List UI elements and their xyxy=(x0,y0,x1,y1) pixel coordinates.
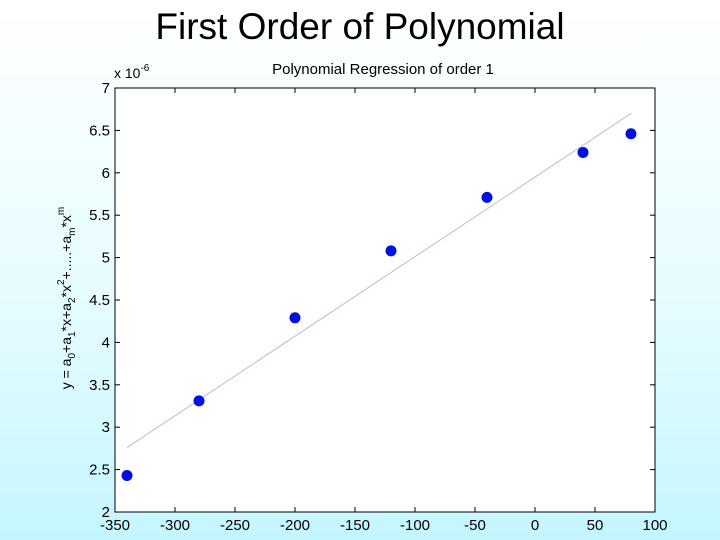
fit-line-layer xyxy=(126,113,632,448)
data-point xyxy=(577,146,589,158)
plot-area xyxy=(115,88,655,512)
data-point xyxy=(289,312,301,324)
fit-line xyxy=(126,113,632,448)
y-axis-label: y = a0+a1*x+a2*x2+.....+am*xm xyxy=(56,207,78,390)
y-tick-label: 5 xyxy=(102,250,110,267)
tick-labels: -350 -300 -250 -200 -150 -100 -50 0 50 100 2 2.5 3 3.… xyxy=(89,80,667,534)
y-tick-label: 2.5 xyxy=(89,462,110,479)
x-tick-label: -200 xyxy=(280,517,310,534)
data-point xyxy=(385,245,397,257)
y-tick-label: 3.5 xyxy=(89,377,110,394)
slide-title: First Order of Polynomial xyxy=(155,6,565,47)
x-tick-label: -300 xyxy=(160,517,190,534)
y-tick-label: 4.5 xyxy=(89,292,110,309)
chart-title: Polynomial Regression of order 1 xyxy=(272,61,494,78)
x-tick-label: -100 xyxy=(400,517,430,534)
data-point xyxy=(481,191,493,203)
y-tick-label: 4 xyxy=(102,334,110,351)
axes xyxy=(114,87,656,513)
x-tick-label: 50 xyxy=(587,517,604,534)
data-point xyxy=(193,395,205,407)
y-tick-label: 6.5 xyxy=(89,122,110,139)
y-tick-label: 2 xyxy=(102,504,110,521)
y-scale-label: x 10-6 xyxy=(114,63,150,81)
data-point xyxy=(625,128,637,140)
data-points xyxy=(121,128,637,482)
y-tick-label: 6 xyxy=(102,165,110,182)
x-tick-label: 0 xyxy=(531,517,539,534)
x-tick-label: -250 xyxy=(220,517,250,534)
x-tick-label: 100 xyxy=(642,517,667,534)
y-tick-label: 3 xyxy=(102,419,110,436)
x-tick-label: -50 xyxy=(464,517,486,534)
x-tick-label: -350 xyxy=(100,517,130,534)
data-point xyxy=(121,470,133,482)
y-tick-label: 7 xyxy=(102,80,110,97)
y-tick-label: 5.5 xyxy=(89,207,110,224)
x-tick-label: -150 xyxy=(340,517,370,534)
